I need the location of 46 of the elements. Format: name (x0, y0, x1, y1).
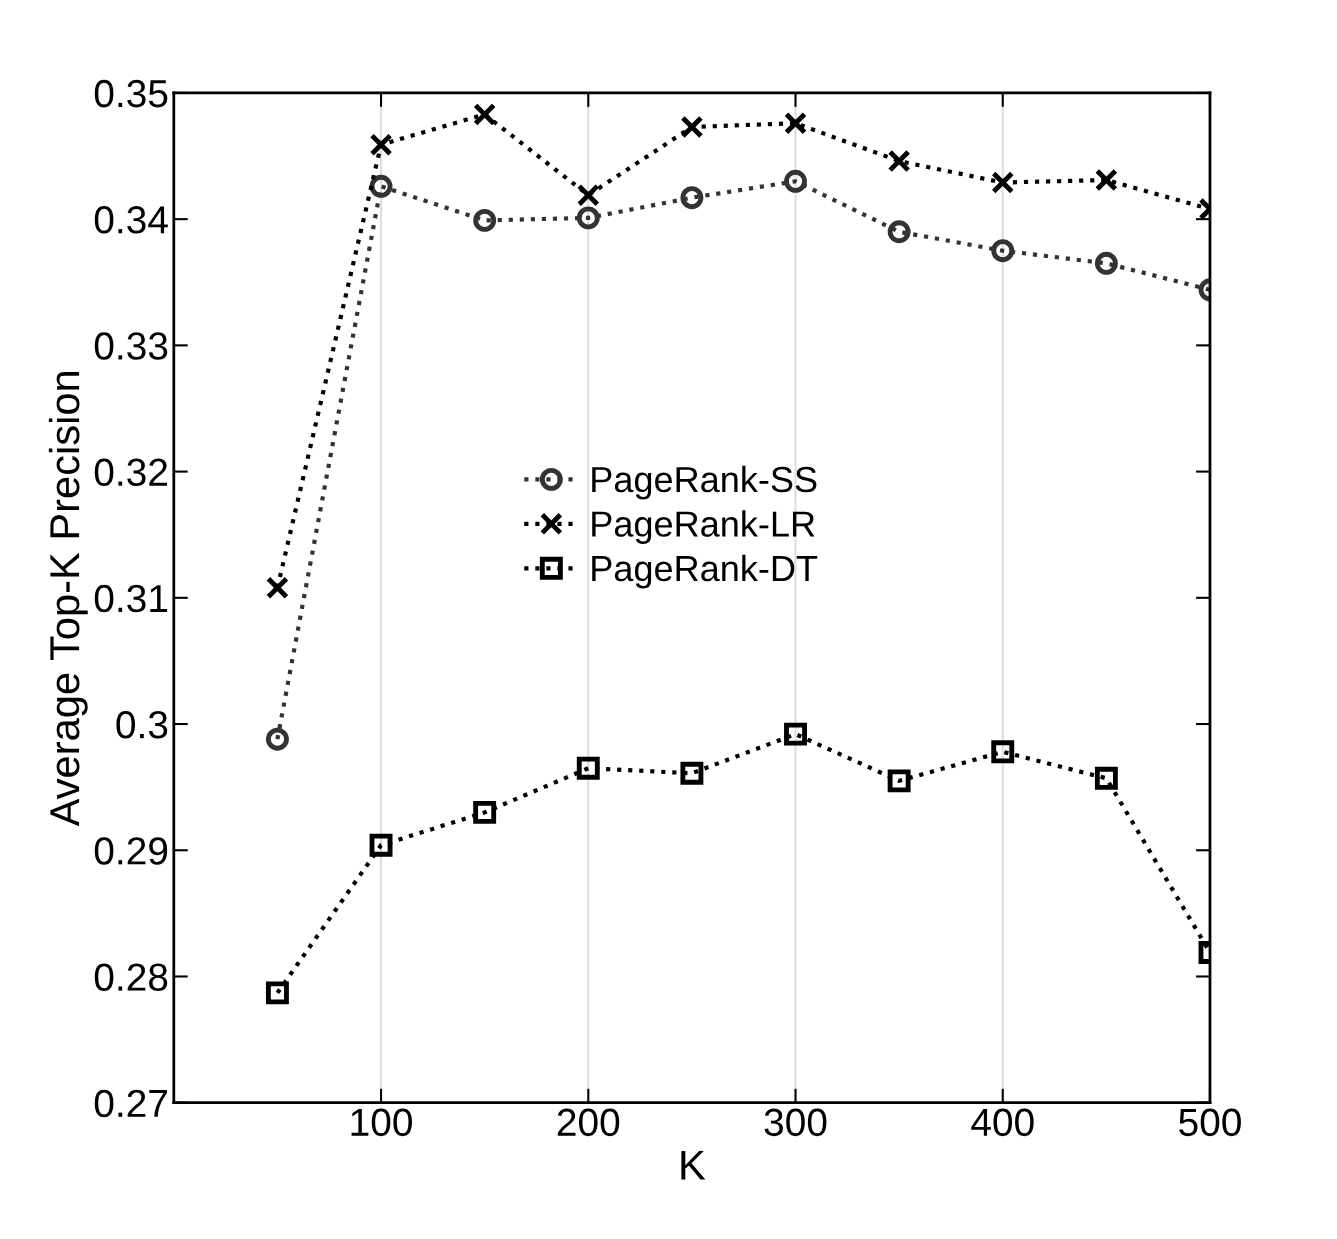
y-tick-label: 0.28 (94, 963, 168, 991)
point (680, 186, 704, 210)
point (680, 761, 704, 785)
point (887, 220, 911, 244)
y-tick-label: 0.32 (94, 458, 167, 487)
x-tick-label: 400 (971, 1108, 1034, 1137)
y-tick-label: 0.3 (116, 710, 168, 739)
point (265, 981, 289, 1005)
legend-label: PageRank-SS (592, 465, 817, 500)
point (784, 111, 807, 135)
point (784, 169, 807, 193)
point (991, 740, 1015, 764)
point (1094, 251, 1118, 275)
x-tick-label: 100 (351, 1108, 412, 1137)
point (369, 833, 393, 857)
y-tick-label: 0.34 (94, 206, 168, 234)
y-tick-label: 0.31 (94, 584, 168, 613)
point (680, 115, 704, 139)
point (991, 171, 1015, 194)
point (576, 183, 600, 207)
point (265, 576, 289, 600)
point (265, 727, 289, 751)
x-axis-title: K (681, 1150, 706, 1180)
point (887, 769, 911, 793)
y-tick-label: 0.35 (94, 79, 168, 108)
x-tick-label: 300 (764, 1108, 827, 1137)
point (1094, 168, 1118, 192)
y-axis-title: Average Top-K Precision (48, 371, 88, 827)
point (369, 174, 393, 198)
point (991, 239, 1015, 263)
y-tick-label: 0.29 (94, 837, 168, 865)
point (473, 208, 497, 232)
point (473, 800, 497, 824)
point (369, 133, 393, 157)
y-tick-label: 0.33 (94, 332, 168, 360)
point (576, 206, 600, 230)
y-tick-label: 0.27 (94, 1089, 167, 1118)
legend-label: PageRank-DT (592, 554, 818, 589)
x-tick-label: 500 (1179, 1108, 1241, 1137)
point (576, 756, 600, 780)
point (473, 102, 497, 126)
x-tick-label: 200 (557, 1108, 620, 1137)
legend-label: PageRank-LR (592, 510, 815, 544)
point (784, 722, 807, 746)
point (1094, 766, 1118, 790)
point (887, 149, 911, 173)
